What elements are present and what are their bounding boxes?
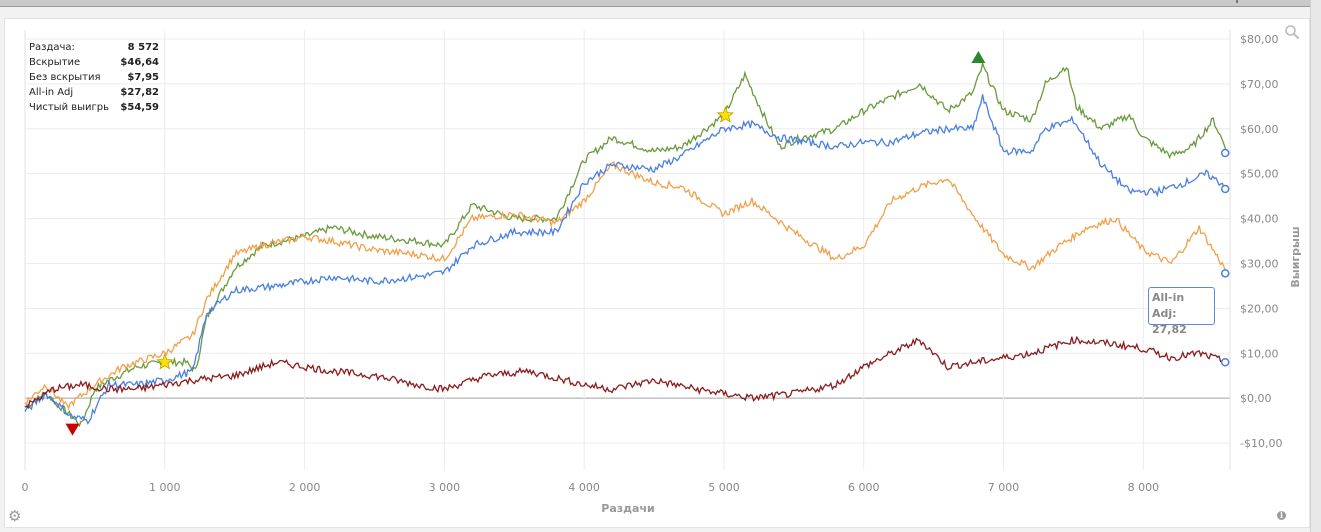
stat-row: Без вскрытия $7,95 [29, 70, 159, 85]
series-line [24, 161, 1228, 411]
y-tick-label: $20,00 [1240, 302, 1279, 315]
series-lines [24, 60, 1228, 428]
stats-summary: Раздача: 8 572 Вскрытие $46,64 Без вскрытия $… [29, 40, 159, 115]
y-tick-label: $40,00 [1240, 213, 1279, 226]
stat-label: All-in Adj [29, 87, 74, 98]
series-line [24, 94, 1228, 425]
y-axis-ticks: -$10,00 $0,00 $10,00 $20,00 $30,00 $40,00 $50,… [1240, 33, 1282, 450]
stat-value: 8 572 [127, 42, 159, 53]
star-marker [716, 106, 735, 123]
y-tick-label: -$10,00 [1240, 437, 1282, 450]
x-tick-label: 5 000 [708, 481, 740, 494]
series-end-point [1220, 148, 1230, 158]
x-tick-label: 3 000 [429, 481, 461, 494]
stat-row: Раздача: 8 572 [29, 40, 159, 55]
stat-row: Вскрытие $46,64 [29, 55, 159, 70]
stat-label: Вскрытие [29, 57, 81, 68]
series-line [24, 60, 1228, 428]
series-end-point [1220, 269, 1230, 278]
stat-value: $46,64 [120, 57, 159, 68]
x-tick-label: 2 000 [289, 481, 321, 494]
y-tick-label: $50,00 [1240, 168, 1279, 181]
x-tick-label: 4 000 [568, 481, 600, 494]
stat-row: All-in Adj $27,82 [29, 85, 159, 100]
x-tick-label: 0 [22, 481, 29, 494]
y-tick-label: $80,00 [1240, 33, 1279, 46]
vertical-scrollbar[interactable] [1310, 0, 1321, 532]
toolbar-mark [1236, 0, 1238, 3]
series-end-point [1220, 357, 1230, 367]
y-tick-label: $10,00 [1240, 347, 1279, 360]
x-tick-label: 1 000 [149, 481, 181, 494]
chart-markers [65, 50, 1230, 436]
y-tick-label: $30,00 [1240, 257, 1279, 270]
x-tick-label: 7 000 [988, 481, 1020, 494]
zoom-magnifier-icon[interactable] [1284, 24, 1300, 40]
stat-value: $7,95 [127, 72, 159, 83]
grid-lines [24, 30, 1231, 470]
x-axis-title: Раздачи [601, 502, 654, 515]
series-end-point [1220, 184, 1230, 194]
star-marker [156, 353, 174, 370]
tooltip-label: All-in Adj: [1152, 291, 1185, 320]
stat-label: Чистый выигрь [29, 102, 110, 113]
stat-value: $27,82 [120, 87, 159, 98]
stat-label: Раздача: [29, 42, 75, 53]
x-tick-label: 8 000 [1128, 481, 1160, 494]
stat-row: Чистый выигрь $54,59 [29, 100, 159, 115]
tooltip-value: 27,82 [1152, 323, 1187, 336]
stat-value: $54,59 [120, 102, 159, 113]
gear-icon[interactable]: ⚙ [8, 507, 22, 525]
x-axis-ticks: 0 1 000 2 000 3 000 4 000 5 000 6 000 7 000 8 00… [22, 481, 1160, 494]
y-tick-label: $70,00 [1240, 78, 1279, 91]
y-tick-label: $0,00 [1240, 392, 1272, 405]
stat-label: Без вскрытия [29, 72, 101, 83]
min-marker [65, 423, 80, 436]
y-tick-label: $60,00 [1240, 123, 1279, 136]
hover-tooltip: All-in Adj: 27,82 [1148, 287, 1215, 336]
y-axis-title: Выигрыш [1289, 226, 1302, 287]
top-toolbar-strip [0, 0, 1310, 7]
info-icon[interactable]: i [1277, 511, 1286, 520]
x-tick-label: 6 000 [848, 481, 880, 494]
max-marker [971, 50, 986, 63]
series-line [24, 335, 1228, 410]
